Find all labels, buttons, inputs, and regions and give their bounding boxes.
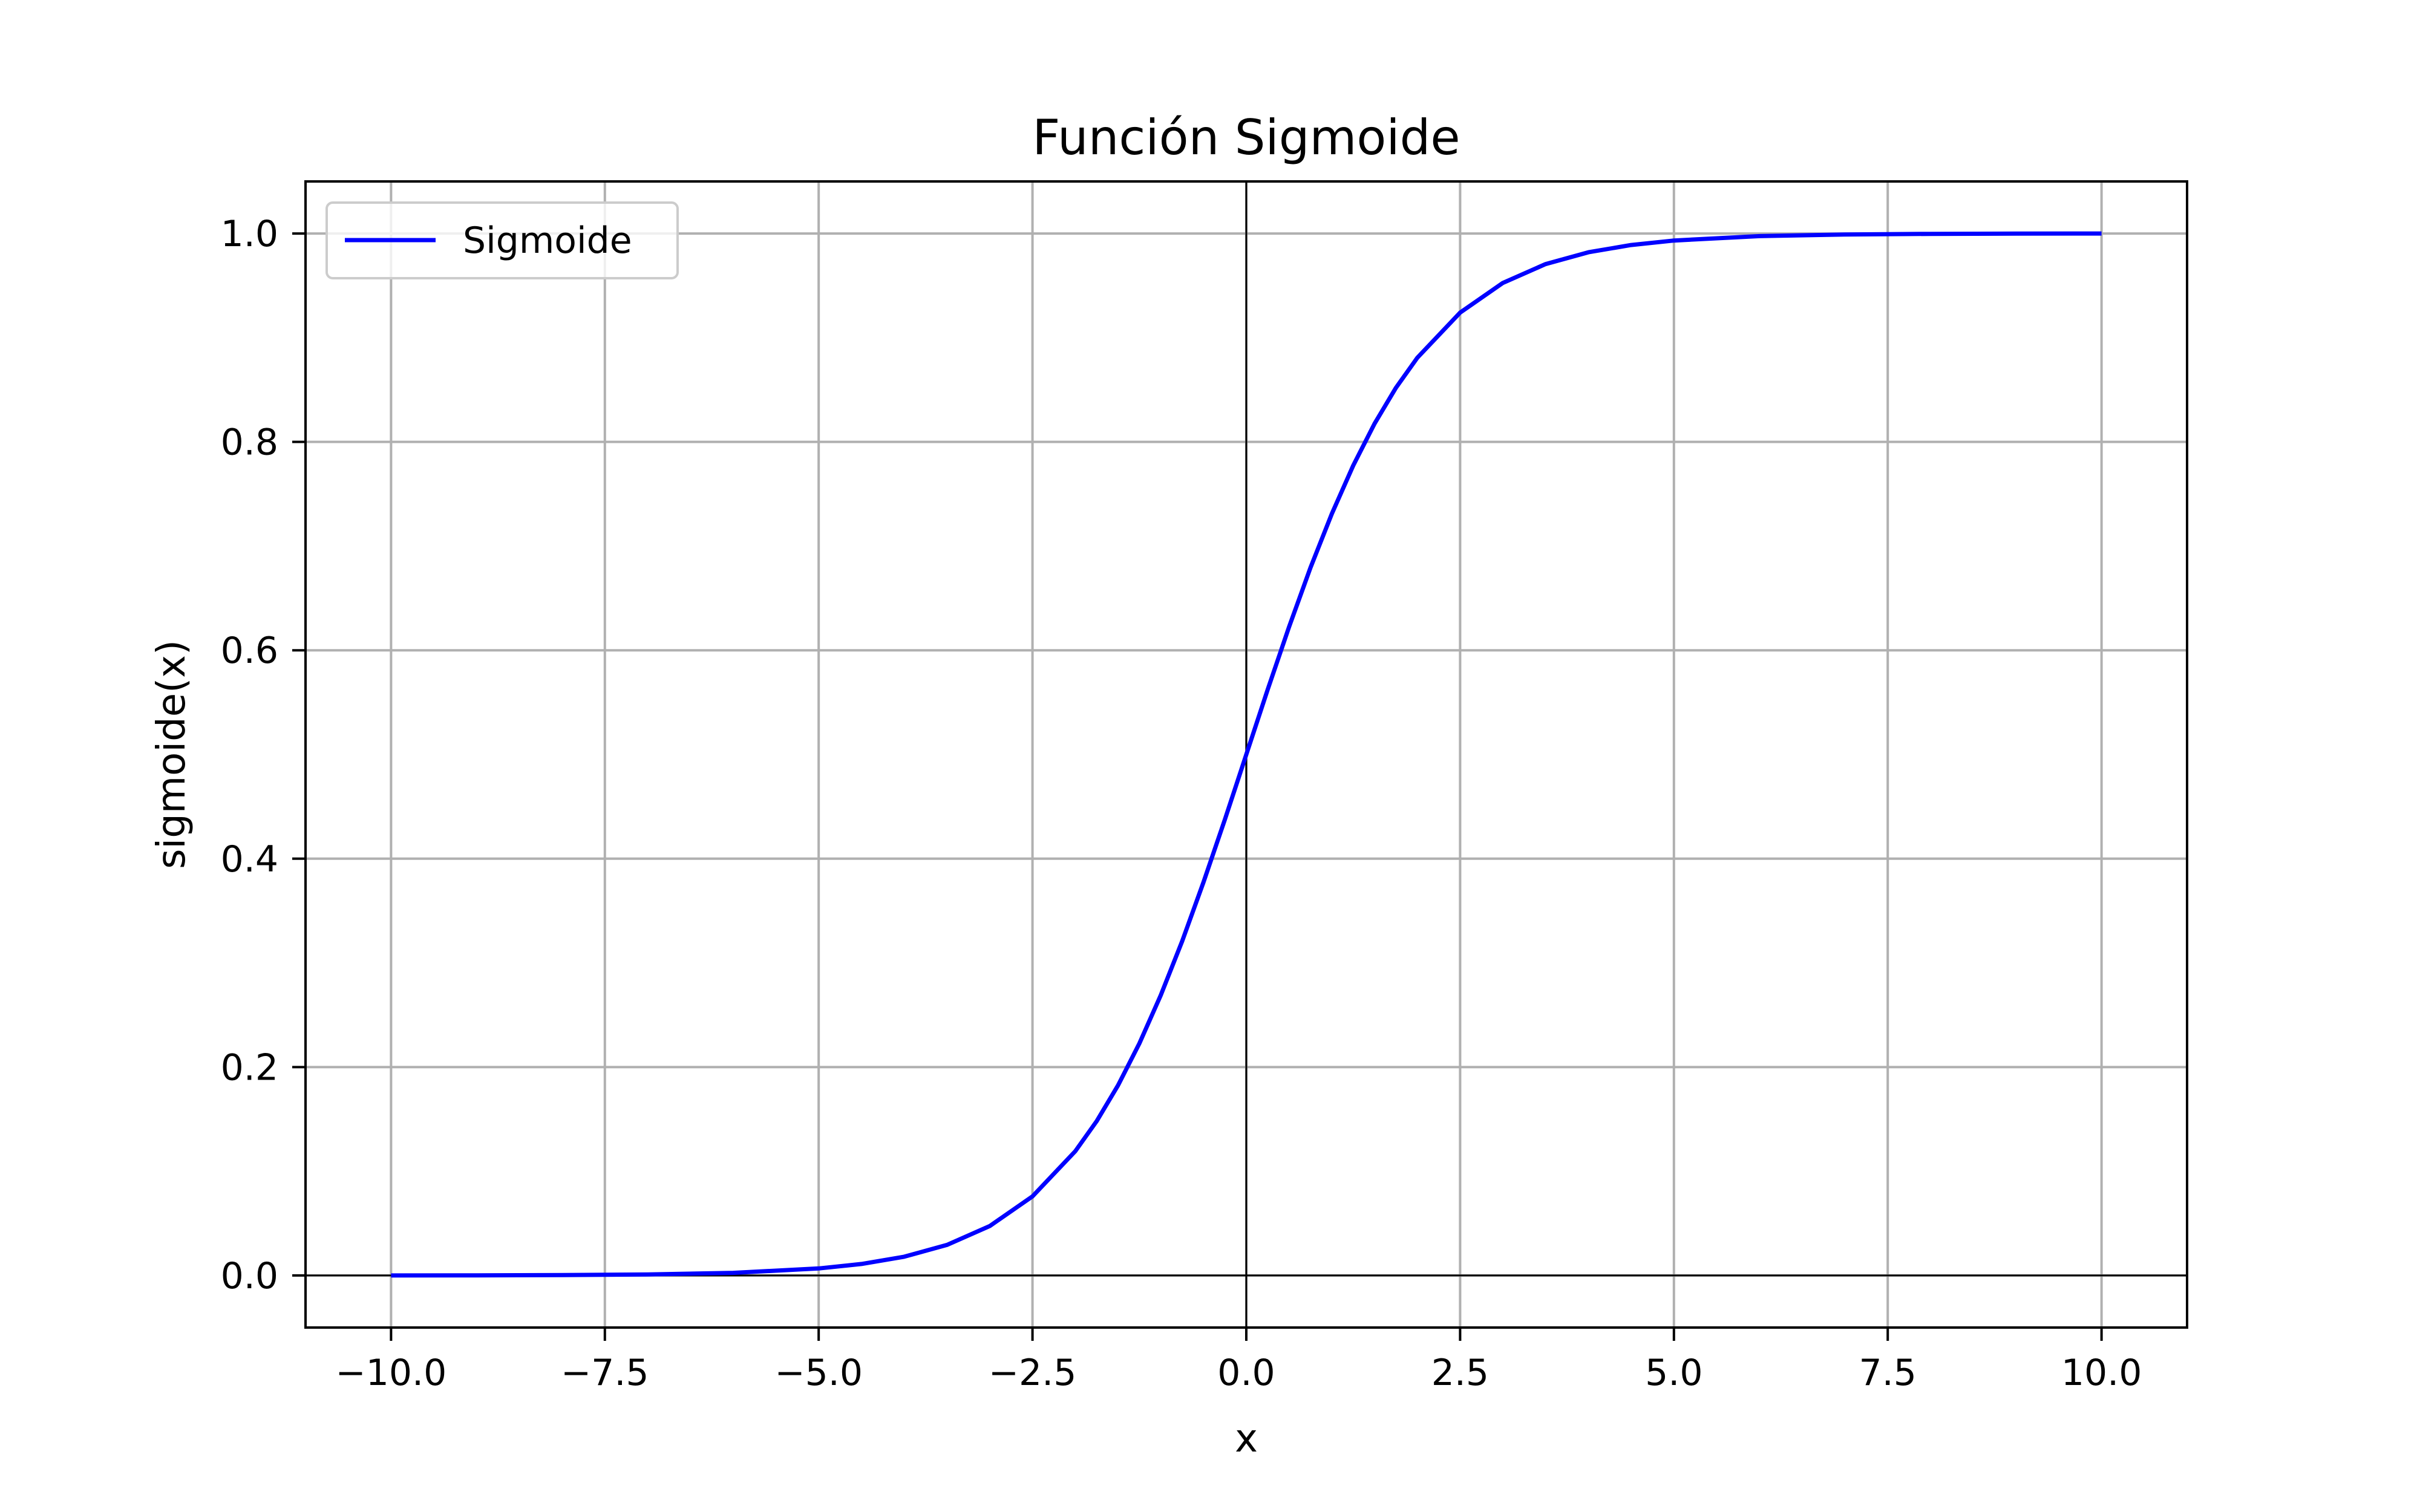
y-tick-label: 0.8 [221, 422, 278, 464]
x-tick-label: 5.0 [1645, 1352, 1702, 1394]
x-tick-label: 10.0 [2061, 1352, 2142, 1394]
y-tick-label: 0.4 [221, 838, 278, 881]
legend-box [325, 201, 679, 279]
x-axis-ticks: −10.0 −7.5 −5.0 −2.5 0.0 2.5 5.0 7.5 10.0 [335, 1328, 2142, 1394]
x-tick-label: −2.5 [989, 1352, 1077, 1394]
legend-label: Sigmoide [463, 220, 632, 262]
x-tick-label: 2.5 [1431, 1352, 1489, 1394]
x-tick-label: −10.0 [335, 1352, 446, 1394]
series-line-sigmoide [391, 231, 2102, 1278]
x-tick-label: 0.0 [1217, 1352, 1275, 1394]
y-axis-label: sigmoide(x) [149, 640, 194, 869]
legend: Sigmoide [325, 201, 679, 279]
y-tick-label: 0.2 [221, 1046, 278, 1089]
series-layer [391, 231, 2102, 1278]
x-axis-label: x [1235, 1416, 1258, 1461]
x-tick-label: −7.5 [561, 1352, 649, 1394]
y-axis-ticks: 0.0 0.2 0.4 0.6 0.8 1.0 [221, 213, 306, 1297]
y-tick-label: 0.0 [221, 1255, 278, 1297]
x-tick-label: −5.0 [774, 1352, 863, 1394]
x-tick-label: 7.5 [1859, 1352, 1917, 1394]
chart-title: Función Sigmoide [1032, 109, 1460, 166]
y-tick-label: 0.6 [221, 630, 278, 672]
y-tick-label: 1.0 [221, 213, 278, 255]
